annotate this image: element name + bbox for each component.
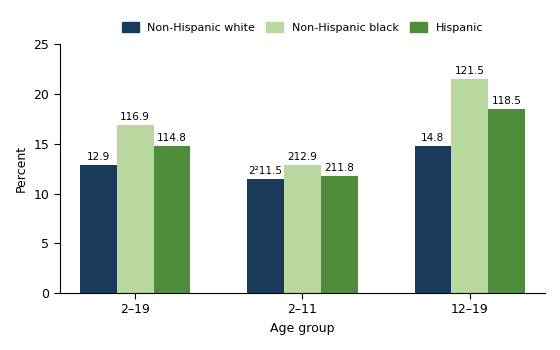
Bar (284, 165, 321, 293)
Text: 211.8: 211.8 (324, 163, 354, 173)
Bar (488, 109, 525, 293)
Text: 212.9: 212.9 (287, 152, 318, 162)
Text: 118.5: 118.5 (492, 96, 521, 106)
Text: 121.5: 121.5 (455, 66, 484, 76)
Bar (247, 179, 284, 293)
Text: 114.8: 114.8 (157, 133, 187, 143)
Bar (153, 146, 190, 293)
Text: 2²11.5: 2²11.5 (249, 166, 283, 176)
Bar (451, 79, 488, 293)
Text: 12.9: 12.9 (87, 152, 110, 162)
Bar (116, 125, 153, 293)
Bar (80, 165, 116, 293)
Legend: Non-Hispanic white, Non-Hispanic black, Hispanic: Non-Hispanic white, Non-Hispanic black, … (118, 18, 487, 37)
Text: 116.9: 116.9 (120, 112, 150, 122)
X-axis label: Age group: Age group (270, 322, 335, 335)
Bar (414, 146, 451, 293)
Text: 14.8: 14.8 (421, 133, 445, 143)
Bar (321, 176, 358, 293)
Y-axis label: Percent: Percent (15, 145, 28, 192)
